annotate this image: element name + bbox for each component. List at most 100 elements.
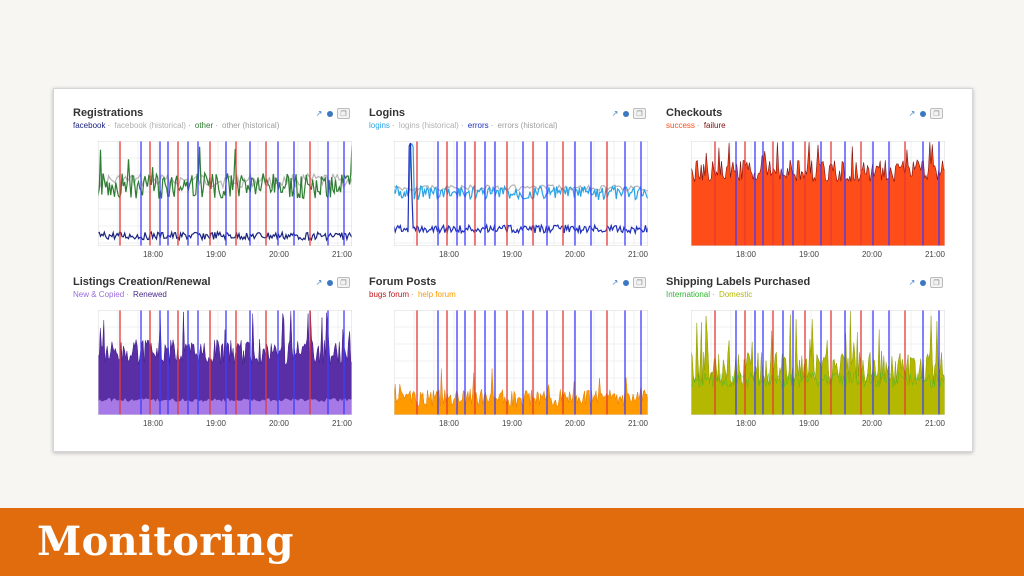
panel-registrations: Registrations facebook · facebook (histor… xyxy=(73,107,358,277)
share-icon[interactable]: ↗ xyxy=(908,278,916,287)
legend-item[interactable]: other (historical) xyxy=(222,121,280,130)
panel-forum-posts: Forum Posts bugs forum · help forum ↗ ❐ 1… xyxy=(369,276,654,446)
panel-legend: logins · logins (historical) · errors · err… xyxy=(369,121,558,130)
x-tick-label: 19:00 xyxy=(798,250,820,259)
copy-icon[interactable]: ❐ xyxy=(930,277,943,288)
legend-item[interactable]: International xyxy=(666,290,711,299)
legend-item[interactable]: facebook (historical) xyxy=(114,121,186,130)
share-icon[interactable]: ↗ xyxy=(315,278,323,287)
legend-item[interactable]: Renewed xyxy=(133,290,167,299)
panel-toolbar: ↗ ❐ xyxy=(315,277,350,288)
legend-item[interactable]: Domestic xyxy=(718,290,753,299)
panel-legend: bugs forum · help forum xyxy=(369,290,456,299)
legend-item[interactable]: errors xyxy=(467,121,489,130)
series-line xyxy=(691,371,945,389)
panel-toolbar: ↗ ❐ xyxy=(611,277,646,288)
x-tick-label: 21:00 xyxy=(331,419,353,428)
panel-title: Logins xyxy=(369,107,406,119)
settings-icon[interactable] xyxy=(623,110,629,117)
x-tick-label: 19:00 xyxy=(205,250,227,259)
series-area xyxy=(98,398,352,415)
legend-item[interactable]: facebook xyxy=(73,121,106,130)
x-tick-label: 18:00 xyxy=(142,250,164,259)
legend-item[interactable]: failure xyxy=(703,121,726,130)
panel-title: Shipping Labels Purchased xyxy=(666,276,811,288)
x-tick-label: 21:00 xyxy=(331,250,353,259)
x-tick-label: 20:00 xyxy=(268,250,290,259)
x-tick-label: 20:00 xyxy=(861,250,883,259)
dashboard-card: Registrations facebook · facebook (histor… xyxy=(53,88,973,452)
x-tick-label: 19:00 xyxy=(798,419,820,428)
chart-svg xyxy=(691,310,945,415)
slide-title: Monitoring xyxy=(37,518,294,565)
chart-plot xyxy=(98,310,352,415)
chart-plot xyxy=(394,310,648,415)
settings-icon[interactable] xyxy=(920,110,926,117)
chart-svg xyxy=(98,310,352,415)
settings-icon[interactable] xyxy=(327,110,333,117)
x-tick-label: 18:00 xyxy=(735,419,757,428)
panel-title: Registrations xyxy=(73,107,144,119)
panel-legend: success · failure xyxy=(666,121,726,130)
panel-listings: Listings Creation/Renewal New & Copied · … xyxy=(73,276,358,446)
x-tick-label: 19:00 xyxy=(501,250,523,259)
legend-item[interactable]: help forum xyxy=(417,290,456,299)
panel-legend: New & Copied · Renewed xyxy=(73,290,167,299)
x-tick-label: 18:00 xyxy=(142,419,164,428)
x-tick-label: 21:00 xyxy=(924,250,946,259)
series-line xyxy=(394,142,648,236)
panel-legend: facebook · facebook (historical) · other · … xyxy=(73,121,280,130)
settings-icon[interactable] xyxy=(623,279,629,286)
chart-svg xyxy=(394,141,648,246)
share-icon[interactable]: ↗ xyxy=(908,109,916,118)
x-tick-label: 19:00 xyxy=(501,419,523,428)
series-area xyxy=(394,368,648,415)
share-icon[interactable]: ↗ xyxy=(611,278,619,287)
series-line xyxy=(98,230,352,242)
x-tick-label: 21:00 xyxy=(627,250,649,259)
legend-item[interactable]: logins xyxy=(369,121,390,130)
copy-icon[interactable]: ❐ xyxy=(337,277,350,288)
legend-item[interactable]: success xyxy=(666,121,695,130)
x-tick-label: 18:00 xyxy=(438,250,460,259)
series-line xyxy=(98,145,352,200)
legend-item[interactable]: other xyxy=(194,121,214,130)
series-area xyxy=(98,310,352,415)
panel-shipping-labels: Shipping Labels Purchased International ·… xyxy=(666,276,951,446)
panel-legend: International · Domestic xyxy=(666,290,753,299)
panel-toolbar: ↗ ❐ xyxy=(315,108,350,119)
x-tick-label: 19:00 xyxy=(205,419,227,428)
legend-item[interactable]: New & Copied xyxy=(73,290,125,299)
copy-icon[interactable]: ❐ xyxy=(337,108,350,119)
settings-icon[interactable] xyxy=(327,279,333,286)
settings-icon[interactable] xyxy=(920,279,926,286)
panel-logins: Logins logins · logins (historical) · erro… xyxy=(369,107,654,277)
x-tick-label: 21:00 xyxy=(627,419,649,428)
panel-checkouts: Checkouts success · failure ↗ ❐ 18:00 19:… xyxy=(666,107,951,277)
panel-title: Forum Posts xyxy=(369,276,437,288)
share-icon[interactable]: ↗ xyxy=(611,109,619,118)
series-line xyxy=(394,143,648,201)
chart-plot xyxy=(394,141,648,246)
series-area xyxy=(691,141,945,246)
chart-svg xyxy=(691,141,945,246)
x-tick-label: 20:00 xyxy=(861,419,883,428)
chart-svg xyxy=(394,310,648,415)
panel-title: Listings Creation/Renewal xyxy=(73,276,211,288)
x-tick-label: 21:00 xyxy=(924,419,946,428)
legend-item[interactable]: errors (historical) xyxy=(497,121,558,130)
x-tick-label: 20:00 xyxy=(268,419,290,428)
x-tick-label: 18:00 xyxy=(438,419,460,428)
chart-plot xyxy=(98,141,352,246)
panel-toolbar: ↗ ❐ xyxy=(611,108,646,119)
legend-item[interactable]: logins (historical) xyxy=(398,121,459,130)
panel-toolbar: ↗ ❐ xyxy=(908,277,943,288)
copy-icon[interactable]: ❐ xyxy=(930,108,943,119)
copy-icon[interactable]: ❐ xyxy=(633,108,646,119)
chart-svg xyxy=(98,141,352,246)
legend-item[interactable]: bugs forum xyxy=(369,290,410,299)
chart-plot xyxy=(691,141,945,246)
chart-plot xyxy=(691,310,945,415)
copy-icon[interactable]: ❐ xyxy=(633,277,646,288)
share-icon[interactable]: ↗ xyxy=(315,109,323,118)
